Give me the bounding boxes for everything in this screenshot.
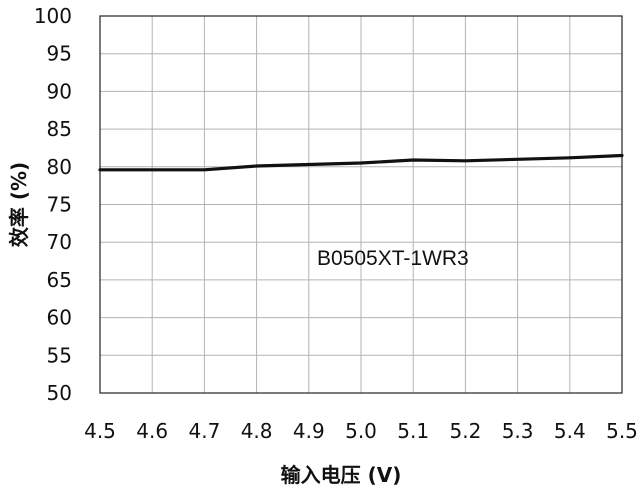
y-tick-label: 50 <box>47 381 72 405</box>
series-layer <box>98 153 624 172</box>
y-tick-label: 70 <box>47 230 72 254</box>
x-tick-label: 4.8 <box>241 419 273 443</box>
grid-lines <box>99 15 623 394</box>
y-tick-label: 55 <box>47 343 72 367</box>
x-tick-label: 5.3 <box>502 419 534 443</box>
y-tick-label: 60 <box>47 306 72 330</box>
x-tick-label: 4.5 <box>84 419 116 443</box>
y-tick-label: 85 <box>47 117 72 141</box>
efficiency-series-line <box>98 153 624 172</box>
y-tick-label: 90 <box>47 79 72 103</box>
y-tick-label: 75 <box>47 193 72 217</box>
x-tick-label: 5.4 <box>554 419 586 443</box>
x-tick-label: 4.6 <box>136 419 168 443</box>
x-axis-tick-labels: 4.5 4.6 4.7 4.8 4.9 5.0 5.1 5.2 5.3 5.4 5.5 <box>84 419 638 443</box>
x-axis-label: 输入电压 (V) <box>281 463 402 487</box>
y-axis-label: 效率 (%) <box>7 162 31 247</box>
x-tick-label: 4.9 <box>293 419 325 443</box>
y-tick-label: 100 <box>34 4 72 28</box>
x-tick-label: 5.2 <box>449 419 481 443</box>
x-tick-label: 5.5 <box>606 419 638 443</box>
plot-area <box>99 15 623 394</box>
y-tick-label: 95 <box>47 42 72 66</box>
y-tick-label: 65 <box>47 268 72 292</box>
y-axis-tick-labels: 100 95 90 85 80 75 70 65 60 55 50 <box>34 4 72 405</box>
y-tick-label: 80 <box>47 155 72 179</box>
x-tick-label: 5.1 <box>397 419 429 443</box>
model-annotation: B0505XT-1WR3 <box>317 247 469 270</box>
x-tick-label: 4.7 <box>188 419 220 443</box>
x-tick-label: 5.0 <box>345 419 377 443</box>
